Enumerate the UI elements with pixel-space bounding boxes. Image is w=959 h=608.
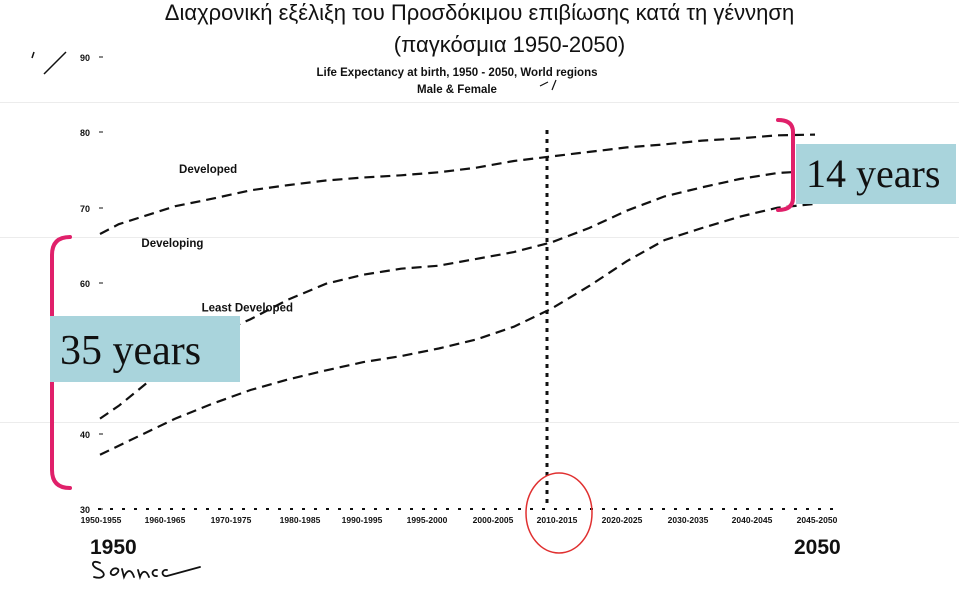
highlight-circle	[525, 472, 593, 554]
x-tick-label: 1980-1985	[280, 515, 321, 525]
y-tick-label: 80	[80, 128, 90, 138]
x-tick-label: 2020-2025	[602, 515, 643, 525]
year-start-label: 1950	[90, 536, 137, 559]
slide-title: Διαχρονική εξέλιξη του Προσδόκιμου επιβί…	[164, 0, 795, 25]
handwritten-source-signature	[92, 560, 201, 581]
x-tick-label: 2000-2005	[473, 515, 514, 525]
chart-subtitle: Male & Female	[417, 84, 497, 96]
x-tick-label: 1970-1975	[211, 515, 252, 525]
callout-14-years: 14 years	[796, 144, 956, 204]
series-line-developed	[99, 133, 816, 235]
bracket-top-14-years	[776, 118, 795, 212]
callout-35-years: 35 years	[50, 316, 240, 382]
scan-mark	[31, 51, 67, 75]
slide-subtitle: (παγκόσμια 1950-2050)	[393, 32, 626, 57]
x-tick-label: 2040-2045	[732, 515, 773, 525]
x-tick-label: 1950-1955	[81, 515, 122, 525]
series-label-developed: Developed	[179, 164, 237, 176]
scan-band-line	[0, 102, 959, 103]
x-tick-label: 2030-2035	[668, 515, 709, 525]
chart-title: Life Expectancy at birth, 1950 - 2050, W…	[317, 67, 598, 79]
x-tick-label: 2045-2050	[797, 515, 838, 525]
x-tick-label: 1995-2000	[407, 515, 448, 525]
series-line-least-developed	[99, 202, 816, 456]
year-end-label: 2050	[794, 536, 841, 559]
scan-band-line	[0, 422, 959, 423]
x-tick-label: 1960-1965	[145, 515, 186, 525]
scan-band-line	[0, 237, 959, 238]
y-tick-label: 40	[80, 430, 90, 440]
x-tick-label: 2010-2015	[537, 515, 578, 525]
y-tick-label: 60	[80, 279, 90, 289]
y-tick-label: 90	[80, 53, 90, 63]
scan-mark	[539, 79, 557, 91]
series-label-developing: Developing	[141, 238, 203, 250]
series-label-least-developed: Least Developed	[202, 303, 293, 315]
y-tick-label: 70	[80, 204, 90, 214]
x-tick-label: 1990-1995	[342, 515, 383, 525]
y-tick-label: 30	[80, 505, 90, 515]
